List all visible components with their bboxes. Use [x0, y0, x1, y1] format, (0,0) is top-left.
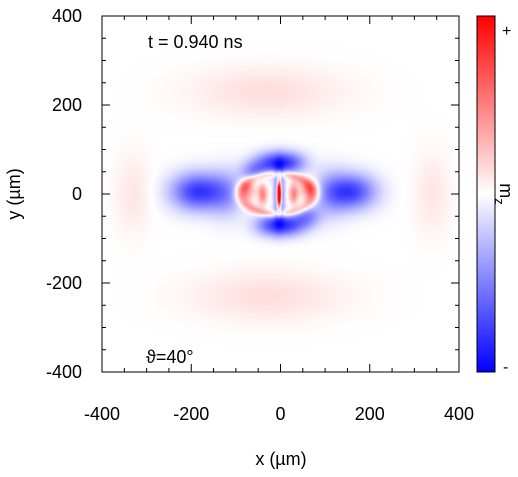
y-axis-label: y (µm)	[4, 168, 24, 219]
svg-text:mz: mz	[492, 183, 516, 205]
colorbar-label-sub: z	[492, 198, 507, 205]
y-tick-label: -200	[46, 273, 82, 293]
x-tick-labels: -400 -200 0 200 400	[84, 404, 474, 424]
y-tick-label: 400	[52, 6, 82, 26]
x-tick-label: -200	[173, 404, 209, 424]
colorbar-max-label: +	[502, 23, 511, 40]
colorbar-label-main: m	[496, 183, 516, 198]
axis-ticks	[101, 15, 460, 373]
colorbar-min-label: -	[503, 359, 508, 376]
y-tick-label: -400	[46, 362, 82, 382]
y-tick-label: 0	[72, 184, 82, 204]
colorbar-label: mz	[492, 183, 516, 205]
x-tick-label: 200	[355, 404, 385, 424]
time-annotation: t = 0.940 ns	[148, 32, 243, 52]
y-tick-label: 200	[52, 95, 82, 115]
heatmap-field	[102, 16, 459, 372]
y-tick-labels: -400 -200 0 200 400	[46, 6, 82, 382]
x-tick-label: 400	[444, 404, 474, 424]
x-tick-label: 0	[275, 404, 285, 424]
x-tick-label: -400	[84, 404, 120, 424]
colorbar	[476, 15, 496, 373]
x-axis-label: x (µm)	[255, 449, 306, 469]
angle-annotation: ϑ=40°	[146, 347, 194, 367]
